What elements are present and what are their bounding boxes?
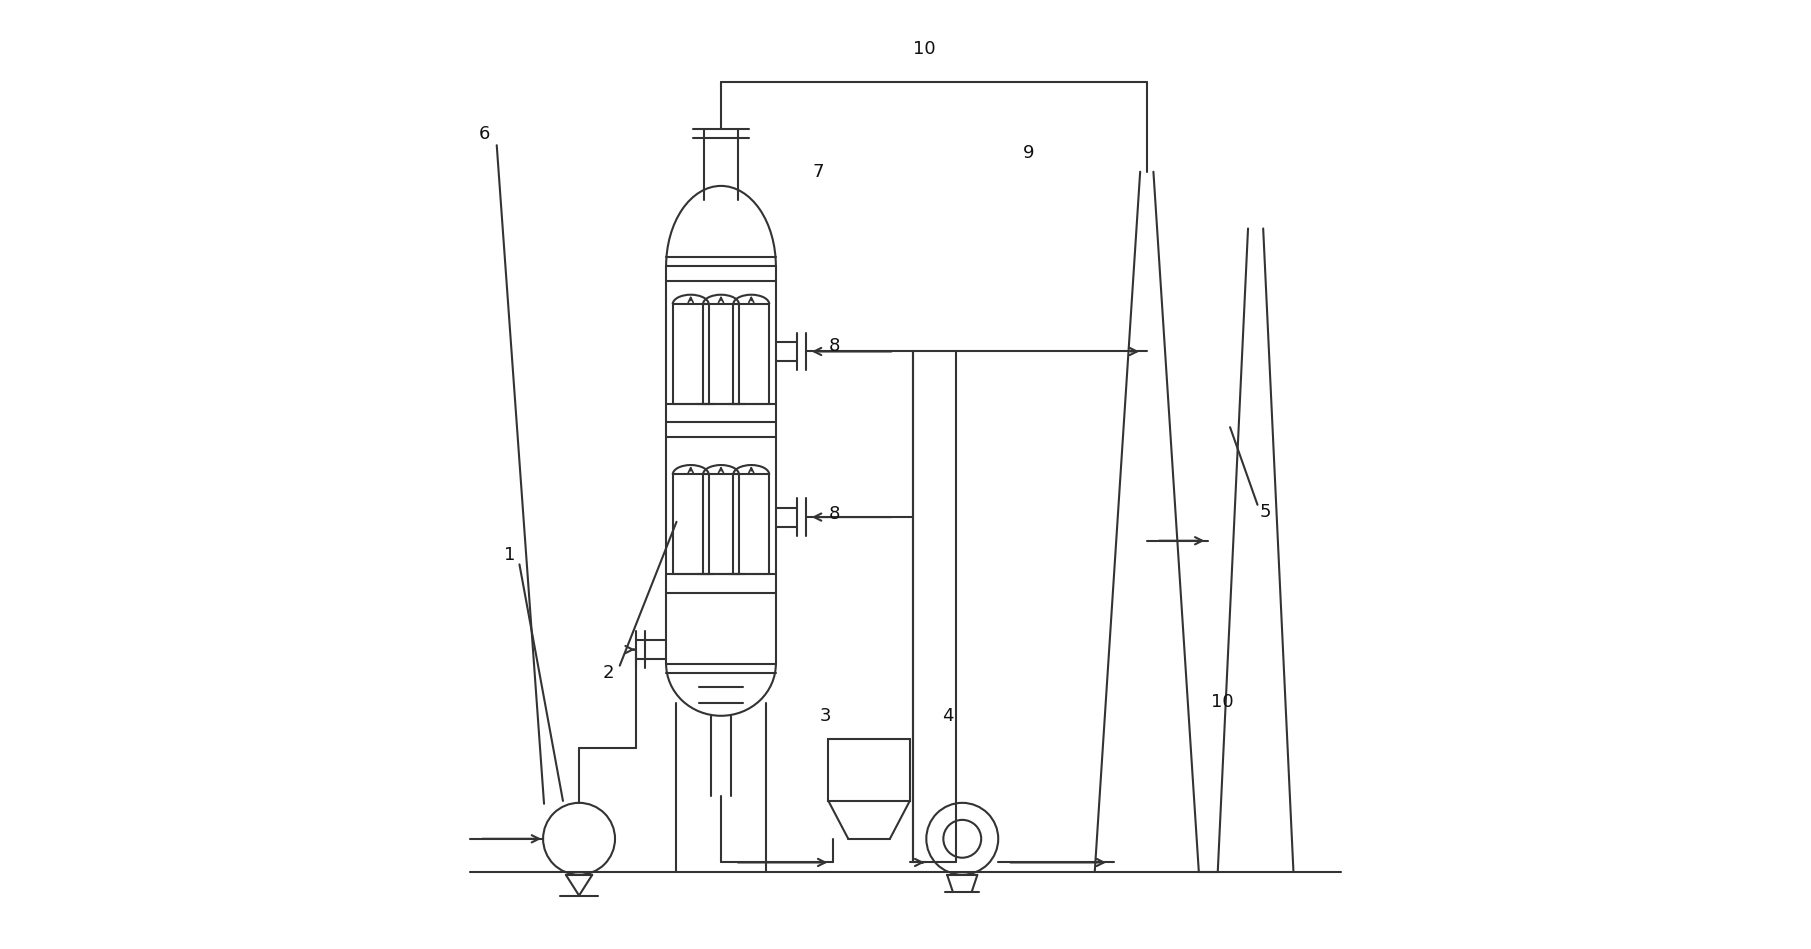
Text: 1: 1: [503, 546, 516, 564]
Text: 3: 3: [819, 707, 831, 725]
Text: 5: 5: [1259, 503, 1271, 521]
Text: 8: 8: [829, 505, 840, 523]
Bar: [672, 474, 708, 574]
Bar: [733, 474, 770, 574]
Text: 7: 7: [813, 162, 824, 180]
Bar: [733, 305, 770, 403]
Text: 4: 4: [942, 707, 954, 725]
Bar: [672, 305, 708, 403]
Bar: [703, 474, 739, 574]
Text: 6: 6: [478, 125, 491, 143]
Text: 10: 10: [1212, 693, 1233, 711]
Bar: [703, 305, 739, 403]
Text: 2: 2: [603, 664, 614, 682]
Text: 8: 8: [829, 337, 840, 355]
Text: 9: 9: [1023, 144, 1034, 161]
Text: 10: 10: [913, 40, 936, 58]
Bar: [828, 739, 911, 801]
